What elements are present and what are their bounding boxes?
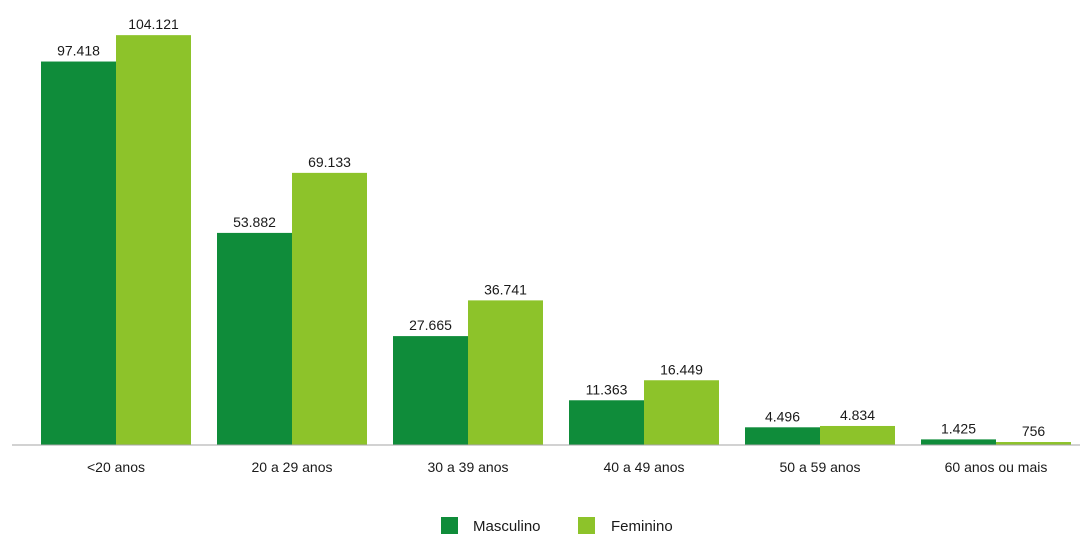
bar-masculino-20-a-29-anos — [217, 232, 292, 445]
legend-swatch-masculino — [441, 517, 458, 534]
bar-feminino-50-a-59-anos — [820, 425, 895, 445]
x-tick-label-50-a-59-anos: 50 a 59 anos — [780, 459, 861, 475]
bar-feminino-20-a-29-anos — [292, 172, 367, 445]
bar-masculino-50-a-59-anos — [745, 427, 820, 445]
x-tick-label-60-anos-ou-mais: 60 anos ou mais — [945, 459, 1048, 475]
bar-feminino-60-anos-ou-mais — [996, 442, 1071, 445]
value-label-masculino-50-a-59-anos: 4.496 — [765, 408, 800, 424]
value-label-masculino-60-anos-ou-mais: 1.425 — [941, 420, 976, 436]
legend: Masculino Feminino — [441, 517, 673, 535]
bar-masculino-60-anos-ou-mais — [921, 439, 996, 445]
x-tick-label-20-a-29-anos: 20 a 29 anos — [252, 459, 333, 475]
bars-layer — [41, 35, 1071, 446]
x-tick-label-30-a-39-anos: 30 a 39 anos — [428, 459, 509, 475]
bar-feminino-30-a-39-anos — [468, 300, 543, 445]
x-tick-label-40-a-49-anos: 40 a 49 anos — [604, 459, 685, 475]
bar-feminino-40-a-49-anos — [644, 380, 719, 445]
value-label-feminino-30-a-39-anos: 36.741 — [484, 281, 527, 297]
value-label-feminino-60-anos-ou-mais: 756 — [1022, 423, 1046, 439]
legend-label-feminino: Feminino — [611, 518, 673, 535]
legend-swatch-feminino — [578, 517, 595, 534]
x-tick-label-20-anos: <20 anos — [87, 459, 145, 475]
value-label-masculino-20-anos: 97.418 — [57, 43, 100, 59]
value-label-masculino-20-a-29-anos: 53.882 — [233, 214, 276, 230]
value-label-masculino-40-a-49-anos: 11.363 — [586, 381, 628, 397]
value-label-feminino-20-a-29-anos: 69.133 — [308, 154, 351, 170]
bar-feminino-20-anos — [116, 35, 191, 446]
x-tick-labels-layer: <20 anos 20 a 29 anos 30 a 39 anos 40 a 49 … — [87, 459, 1047, 475]
value-label-feminino-20-anos: 104.121 — [128, 16, 179, 32]
value-label-feminino-50-a-59-anos: 4.834 — [840, 407, 875, 423]
value-label-feminino-40-a-49-anos: 16.449 — [660, 361, 703, 377]
bar-masculino-40-a-49-anos — [569, 400, 644, 445]
legend-label-masculino: Masculino — [473, 518, 541, 535]
bar-masculino-20-anos — [41, 61, 116, 445]
value-label-masculino-30-a-39-anos: 27.665 — [409, 317, 452, 333]
bar-masculino-30-a-39-anos — [393, 336, 468, 445]
value-labels-layer: 97.418 104.121 53.882 69.133 27.665 36.741 11.… — [57, 16, 1045, 439]
